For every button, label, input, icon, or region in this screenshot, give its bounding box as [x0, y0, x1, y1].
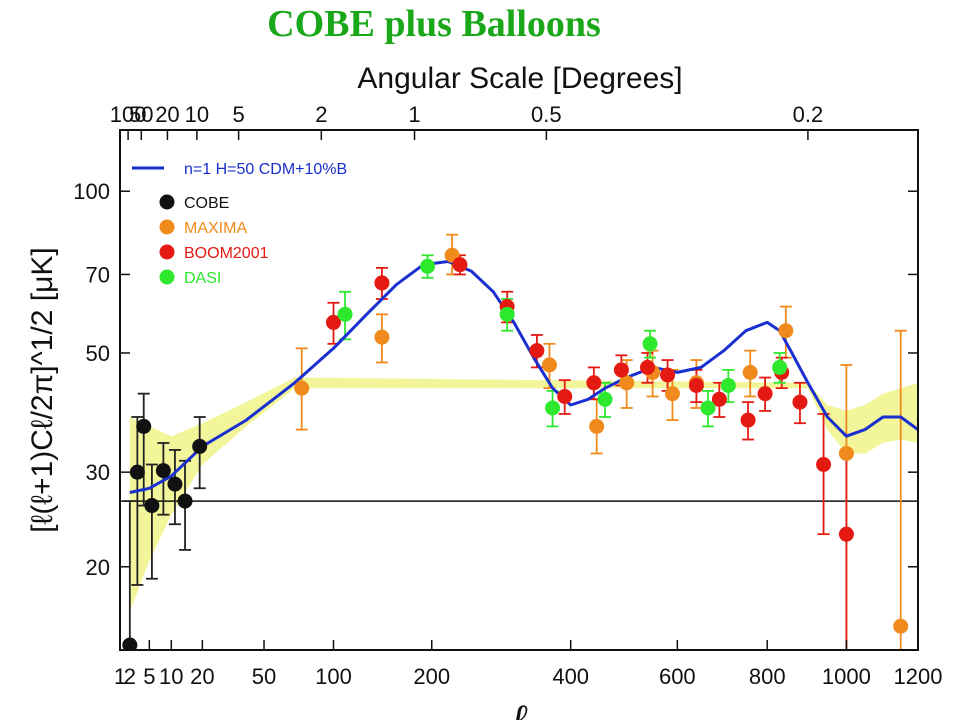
maxima-point	[541, 357, 557, 373]
boom2001-point	[792, 394, 808, 410]
legend: n=1 H=50 CDM+10%B COBE MAXIMA BOOM2001 DASI	[132, 161, 347, 287]
cobe-point	[136, 418, 152, 434]
boom2001-point	[613, 362, 629, 378]
cobe-point	[155, 463, 171, 479]
boom2001-point	[452, 257, 468, 273]
legend-boom2001-label: BOOM2001	[184, 245, 269, 262]
y-tick-label: 100	[73, 179, 110, 204]
boom2001-point	[529, 343, 545, 359]
y-tick-label: 70	[86, 262, 110, 287]
dasi-point	[642, 336, 658, 352]
boom2001-point	[740, 412, 756, 428]
boom2001-point	[838, 526, 854, 542]
x-tick-label: 50	[252, 664, 276, 689]
dasi-point	[337, 306, 353, 322]
legend-model-label: n=1 H=50 CDM+10%B	[184, 161, 347, 178]
x-tick-label: 600	[659, 664, 696, 689]
maxima-point	[619, 375, 635, 391]
x-tick-label: 1200	[894, 664, 943, 689]
plot-frame	[119, 129, 919, 651]
x-axis-title: ℓ	[511, 696, 528, 720]
legend-dasi-label: DASI	[184, 270, 221, 287]
x-tick-label: 2	[124, 664, 136, 689]
boom2001-point	[557, 388, 573, 404]
x-tick-label: 10	[159, 664, 183, 689]
top-axis-title: Angular Scale [Degrees]	[357, 62, 682, 95]
x-tick-label: 100	[315, 664, 352, 689]
top-tick-label: 20	[155, 102, 179, 127]
legend-maxima-marker	[159, 219, 175, 235]
top-tick-label: 0.5	[531, 102, 562, 127]
x-tick-label: 800	[749, 664, 786, 689]
maxima-point	[664, 386, 680, 402]
top-tick-label: 100	[110, 102, 147, 127]
maxima-point	[294, 380, 310, 396]
slide-title: COBE plus Balloons	[267, 3, 601, 45]
error-bars	[123, 233, 907, 650]
legend-cobe-label: COBE	[184, 195, 229, 212]
boom2001-point	[660, 367, 676, 383]
boom2001-point	[640, 359, 656, 375]
boom2001-point	[586, 375, 602, 391]
cobe-point	[144, 498, 160, 514]
maxima-point	[838, 445, 854, 461]
dasi-point	[499, 306, 515, 322]
x-tick-label: 400	[552, 664, 589, 689]
top-tick-label: 5	[232, 102, 244, 127]
x-tick-label: 200	[413, 664, 450, 689]
x-tick-label: 1	[114, 664, 126, 689]
model-curve-line	[129, 260, 918, 494]
legend-maxima-label: MAXIMA	[184, 220, 247, 237]
maxima-point	[893, 618, 909, 634]
x-tick-label: 5	[143, 664, 155, 689]
cobe-point	[167, 476, 183, 492]
dasi-point	[597, 391, 613, 407]
dasi-point	[772, 359, 788, 375]
cobe-point	[129, 464, 145, 480]
boom2001-point	[325, 314, 341, 330]
dasi-point	[720, 377, 736, 393]
boom2001-point	[816, 457, 832, 473]
y-tick-label: 30	[86, 460, 110, 485]
dasi-point	[545, 400, 561, 416]
maxima-point	[589, 418, 605, 434]
y-tick-label: 50	[86, 341, 110, 366]
data-points	[122, 247, 909, 650]
legend-dasi-marker	[159, 269, 175, 285]
boom2001-point	[688, 377, 704, 393]
x-tick-label: 20	[190, 664, 214, 689]
top-tick-label: 1	[408, 102, 420, 127]
legend-cobe-marker	[159, 194, 175, 210]
maxima-point	[778, 323, 794, 339]
dasi-point	[700, 400, 716, 416]
maxima-point	[742, 364, 758, 380]
top-tick-label: 10	[185, 102, 209, 127]
maxima-point	[374, 329, 390, 345]
boom2001-point	[374, 275, 390, 291]
top-tick-label: 2	[315, 102, 327, 127]
top-tick-label: 0.2	[793, 102, 824, 127]
model-curve	[129, 260, 918, 494]
x-tick-label: 1000	[822, 664, 871, 689]
legend-boom2001-marker	[159, 244, 175, 260]
y-tick-label: 20	[86, 555, 110, 580]
cobe-point	[177, 493, 193, 509]
dasi-point	[420, 258, 436, 274]
boom2001-point	[711, 391, 727, 407]
cobe-point	[192, 438, 208, 454]
y-axis-title: [ℓ(ℓ+1)Cℓ/2π]^1/2 [μK]	[26, 247, 59, 532]
top-tick-label: 50	[129, 102, 153, 127]
boom2001-point	[757, 386, 773, 402]
